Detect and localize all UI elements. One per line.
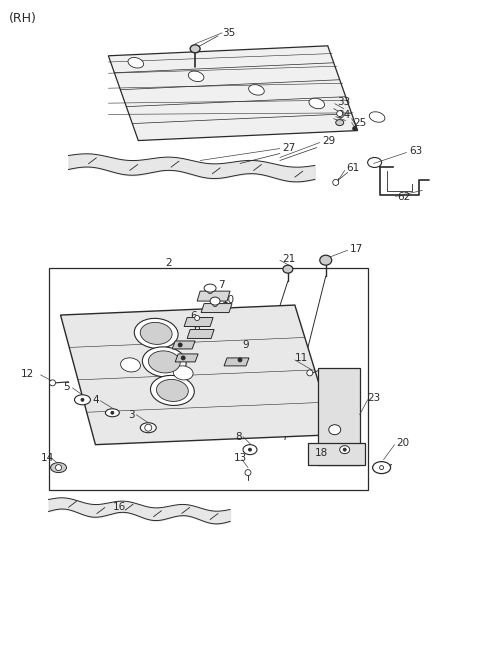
Text: 62: 62: [397, 192, 411, 203]
Text: 16: 16: [112, 502, 126, 512]
Text: (RH): (RH): [9, 12, 36, 26]
Circle shape: [181, 356, 185, 360]
Ellipse shape: [148, 351, 180, 373]
Text: 14: 14: [41, 453, 54, 462]
Text: 5: 5: [63, 382, 70, 392]
Ellipse shape: [106, 409, 120, 417]
Ellipse shape: [283, 265, 293, 273]
Circle shape: [81, 398, 84, 401]
Text: 17: 17: [350, 244, 363, 255]
Ellipse shape: [336, 119, 344, 125]
Polygon shape: [318, 368, 360, 464]
Ellipse shape: [249, 85, 264, 95]
Text: 33: 33: [336, 96, 350, 107]
Ellipse shape: [204, 284, 216, 292]
Ellipse shape: [151, 375, 194, 405]
Text: 27: 27: [282, 142, 295, 153]
Text: 3: 3: [128, 410, 135, 420]
Text: 34: 34: [336, 110, 350, 119]
Ellipse shape: [143, 347, 186, 377]
Circle shape: [245, 470, 251, 476]
Ellipse shape: [50, 462, 67, 472]
Text: 9: 9: [242, 340, 249, 350]
Polygon shape: [308, 443, 365, 464]
Text: 25: 25: [354, 117, 367, 128]
Ellipse shape: [173, 366, 193, 380]
Ellipse shape: [140, 422, 156, 433]
Text: 18: 18: [315, 447, 328, 458]
Circle shape: [380, 466, 384, 470]
Text: 2: 2: [165, 258, 172, 268]
Text: 20: 20: [396, 438, 409, 447]
Ellipse shape: [210, 297, 220, 305]
Text: 21: 21: [282, 254, 295, 264]
Ellipse shape: [369, 112, 385, 122]
Ellipse shape: [188, 71, 204, 81]
Polygon shape: [172, 341, 195, 349]
Text: 23: 23: [368, 393, 381, 403]
Ellipse shape: [243, 445, 257, 455]
Ellipse shape: [74, 395, 90, 405]
Circle shape: [49, 380, 56, 386]
Ellipse shape: [156, 379, 188, 401]
Ellipse shape: [120, 358, 141, 372]
Ellipse shape: [340, 445, 350, 454]
Polygon shape: [60, 305, 335, 445]
Text: 4: 4: [93, 395, 99, 405]
Text: 12: 12: [21, 369, 34, 379]
Circle shape: [178, 343, 182, 347]
Text: 6: 6: [190, 311, 197, 321]
Ellipse shape: [320, 255, 332, 265]
Ellipse shape: [190, 45, 200, 52]
Polygon shape: [224, 358, 249, 366]
Text: 61: 61: [347, 163, 360, 173]
Polygon shape: [108, 46, 358, 140]
Ellipse shape: [134, 318, 178, 348]
Polygon shape: [201, 304, 232, 312]
Circle shape: [343, 448, 346, 451]
Ellipse shape: [372, 462, 391, 474]
Circle shape: [353, 127, 357, 131]
Circle shape: [333, 180, 339, 186]
Circle shape: [307, 370, 313, 376]
Text: 63: 63: [409, 146, 423, 155]
Circle shape: [213, 302, 217, 306]
Circle shape: [207, 289, 213, 294]
Text: 29: 29: [322, 136, 335, 146]
Circle shape: [194, 316, 200, 321]
Circle shape: [56, 464, 61, 470]
Text: 7: 7: [218, 280, 225, 290]
Text: 8: 8: [235, 432, 241, 441]
Text: 11: 11: [295, 353, 308, 363]
Polygon shape: [184, 318, 213, 327]
Polygon shape: [197, 291, 230, 301]
Polygon shape: [175, 354, 198, 362]
Circle shape: [238, 358, 242, 362]
Circle shape: [336, 111, 343, 117]
Ellipse shape: [140, 322, 172, 344]
Text: 6: 6: [193, 323, 200, 333]
Text: 13: 13: [234, 453, 247, 462]
Circle shape: [145, 424, 152, 431]
Ellipse shape: [128, 58, 144, 68]
Ellipse shape: [329, 424, 341, 435]
Circle shape: [111, 411, 114, 414]
Text: 10: 10: [222, 295, 235, 305]
Ellipse shape: [309, 98, 324, 109]
Circle shape: [249, 448, 252, 451]
Polygon shape: [187, 329, 214, 338]
Text: 35: 35: [222, 28, 235, 38]
